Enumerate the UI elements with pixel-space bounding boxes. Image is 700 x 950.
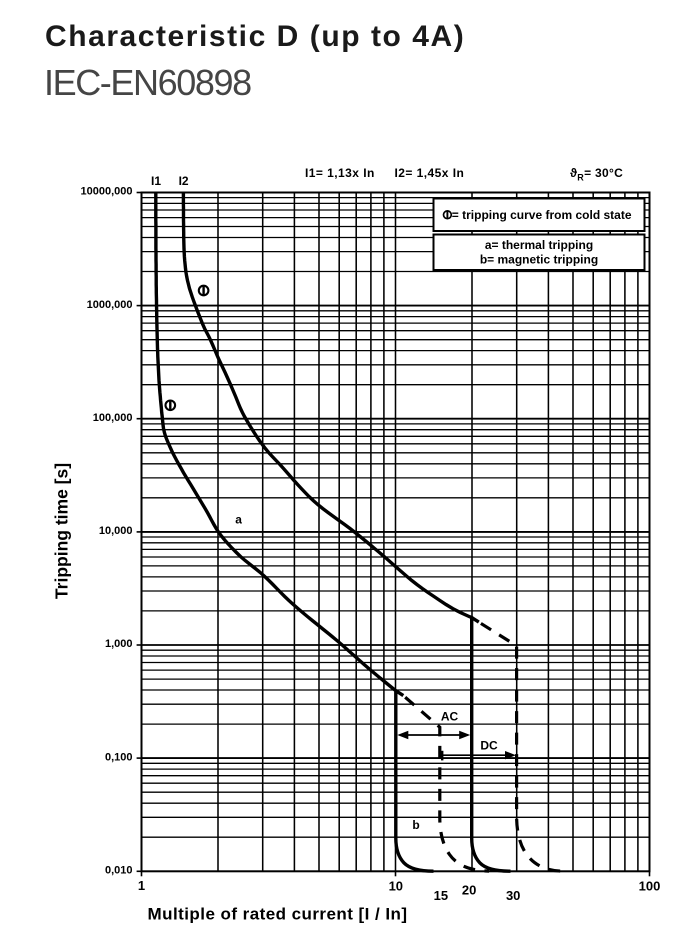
svg-text:b: b — [412, 818, 419, 832]
svg-text:1,000: 1,000 — [105, 638, 133, 650]
svg-text:10000,000: 10000,000 — [81, 186, 133, 198]
svg-text:20: 20 — [462, 883, 476, 898]
svg-text:10,000: 10,000 — [99, 525, 133, 537]
svg-text:I2: I2 — [179, 174, 189, 188]
svg-text:1000,000: 1000,000 — [87, 299, 133, 311]
svg-text:Multiple of rated current [I /: Multiple of rated current [I / In] — [148, 905, 408, 924]
svg-text:15: 15 — [434, 888, 448, 903]
svg-text:0,010: 0,010 — [105, 865, 133, 877]
svg-text:I1: I1 — [151, 174, 161, 188]
svg-text:AC: AC — [441, 710, 459, 724]
svg-text:DC: DC — [480, 738, 498, 752]
svg-text:0,100: 0,100 — [105, 751, 133, 763]
svg-text:100: 100 — [639, 879, 661, 894]
svg-text:ϑR= 30°C: ϑR= 30°C — [570, 166, 623, 183]
svg-text:a: a — [235, 512, 242, 526]
svg-text:I2= 1,45x In: I2= 1,45x In — [395, 166, 465, 180]
svg-text:10: 10 — [389, 879, 403, 894]
svg-text:1: 1 — [138, 878, 145, 893]
svg-text:Tripping time [s]: Tripping time [s] — [52, 463, 72, 599]
svg-text:a= thermal tripping: a= thermal tripping — [485, 238, 593, 252]
svg-text:b= magnetic tripping: b= magnetic tripping — [480, 253, 598, 267]
svg-text:30: 30 — [506, 888, 520, 903]
svg-text:100,000: 100,000 — [93, 412, 133, 424]
svg-text:= tripping curve from cold sta: = tripping curve from cold state — [452, 208, 632, 222]
svg-text:I1= 1,13x In: I1= 1,13x In — [305, 166, 375, 180]
